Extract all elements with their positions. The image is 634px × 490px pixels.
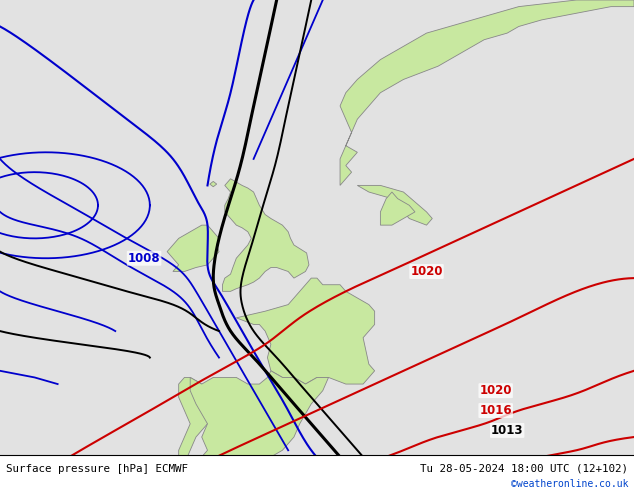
Polygon shape: [190, 371, 328, 477]
Text: ©weatheronline.co.uk: ©weatheronline.co.uk: [511, 479, 628, 489]
Text: Surface pressure [hPa] ECMWF: Surface pressure [hPa] ECMWF: [6, 464, 188, 474]
Text: 1016: 1016: [479, 404, 512, 417]
Text: 1020: 1020: [410, 265, 443, 278]
Polygon shape: [358, 185, 432, 225]
Polygon shape: [223, 179, 309, 292]
Polygon shape: [167, 225, 219, 271]
Text: 1020: 1020: [479, 384, 512, 397]
Text: 1013: 1013: [491, 424, 524, 437]
Text: Tu 28-05-2024 18:00 UTC (12+102): Tu 28-05-2024 18:00 UTC (12+102): [420, 464, 628, 474]
Polygon shape: [340, 0, 634, 185]
Polygon shape: [219, 457, 634, 490]
Polygon shape: [236, 278, 375, 384]
Bar: [0, 455, 634, 490]
Polygon shape: [380, 192, 415, 225]
Text: 1008: 1008: [128, 252, 160, 265]
Polygon shape: [210, 181, 217, 187]
Polygon shape: [179, 377, 219, 477]
